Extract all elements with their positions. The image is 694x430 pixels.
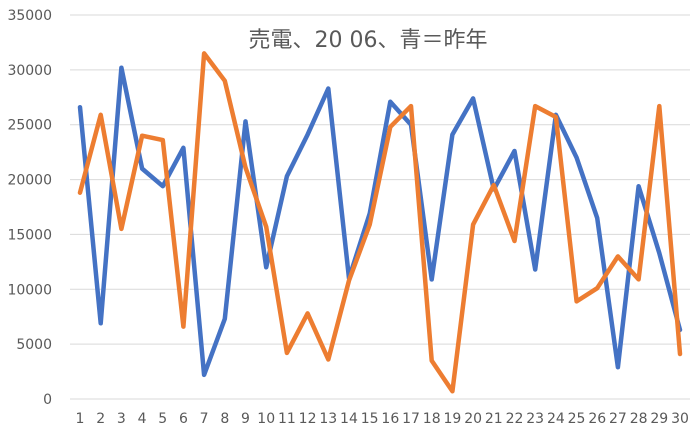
x-tick-label: 3	[117, 411, 126, 427]
x-tick-label: 2	[96, 411, 105, 427]
series-lines	[77, 51, 683, 394]
x-tick-label: 6	[179, 411, 188, 427]
x-tick-label: 24	[547, 411, 565, 427]
x-tick-label: 16	[381, 411, 399, 427]
y-tick-label: 5000	[16, 337, 52, 353]
x-tick-label: 9	[241, 411, 250, 427]
chart-title: 売電、20 06、青＝昨年	[249, 28, 488, 53]
x-tick-label: 10	[257, 411, 275, 427]
gridlines	[70, 14, 690, 400]
x-axis-tick-labels: 1 2 3 4 5 6 7 8 9 10 11 12 13 14 15 16 17 18 19 20 21 22 23 24 2…	[76, 411, 689, 427]
x-tick-label: 4	[138, 411, 147, 427]
x-tick-label: 8	[220, 411, 229, 427]
x-tick-label: 5	[158, 411, 167, 427]
x-tick-label: 15	[361, 411, 379, 427]
series-line-1	[77, 65, 683, 378]
series-line-2	[77, 51, 683, 394]
x-tick-label: 11	[278, 411, 296, 427]
x-tick-label: 30	[671, 411, 689, 427]
x-tick-label: 27	[609, 411, 627, 427]
x-tick-label: 28	[630, 411, 648, 427]
x-tick-label: 21	[485, 411, 503, 427]
x-tick-label: 22	[506, 411, 524, 427]
y-tick-label: 10000	[7, 282, 52, 298]
x-tick-label: 1	[76, 411, 85, 427]
y-tick-label: 25000	[7, 118, 52, 134]
x-tick-label: 26	[588, 411, 606, 427]
y-tick-label: 0	[43, 392, 52, 408]
x-tick-label: 29	[650, 411, 668, 427]
y-axis-tick-labels: 0 5000 10000 15000 20000 25000 30000 35000	[7, 8, 52, 408]
x-tick-label: 12	[299, 411, 317, 427]
x-tick-label: 13	[319, 411, 337, 427]
x-tick-label: 23	[526, 411, 544, 427]
y-tick-label: 35000	[7, 8, 52, 24]
y-tick-label: 20000	[7, 173, 52, 189]
x-tick-label: 25	[568, 411, 586, 427]
x-tick-label: 7	[200, 411, 209, 427]
x-tick-label: 19	[443, 411, 461, 427]
x-tick-label: 18	[423, 411, 441, 427]
x-tick-label: 14	[340, 411, 358, 427]
y-tick-label: 15000	[7, 227, 52, 243]
y-tick-label: 30000	[7, 63, 52, 79]
x-tick-label: 17	[402, 411, 420, 427]
x-tick-label: 20	[464, 411, 482, 427]
